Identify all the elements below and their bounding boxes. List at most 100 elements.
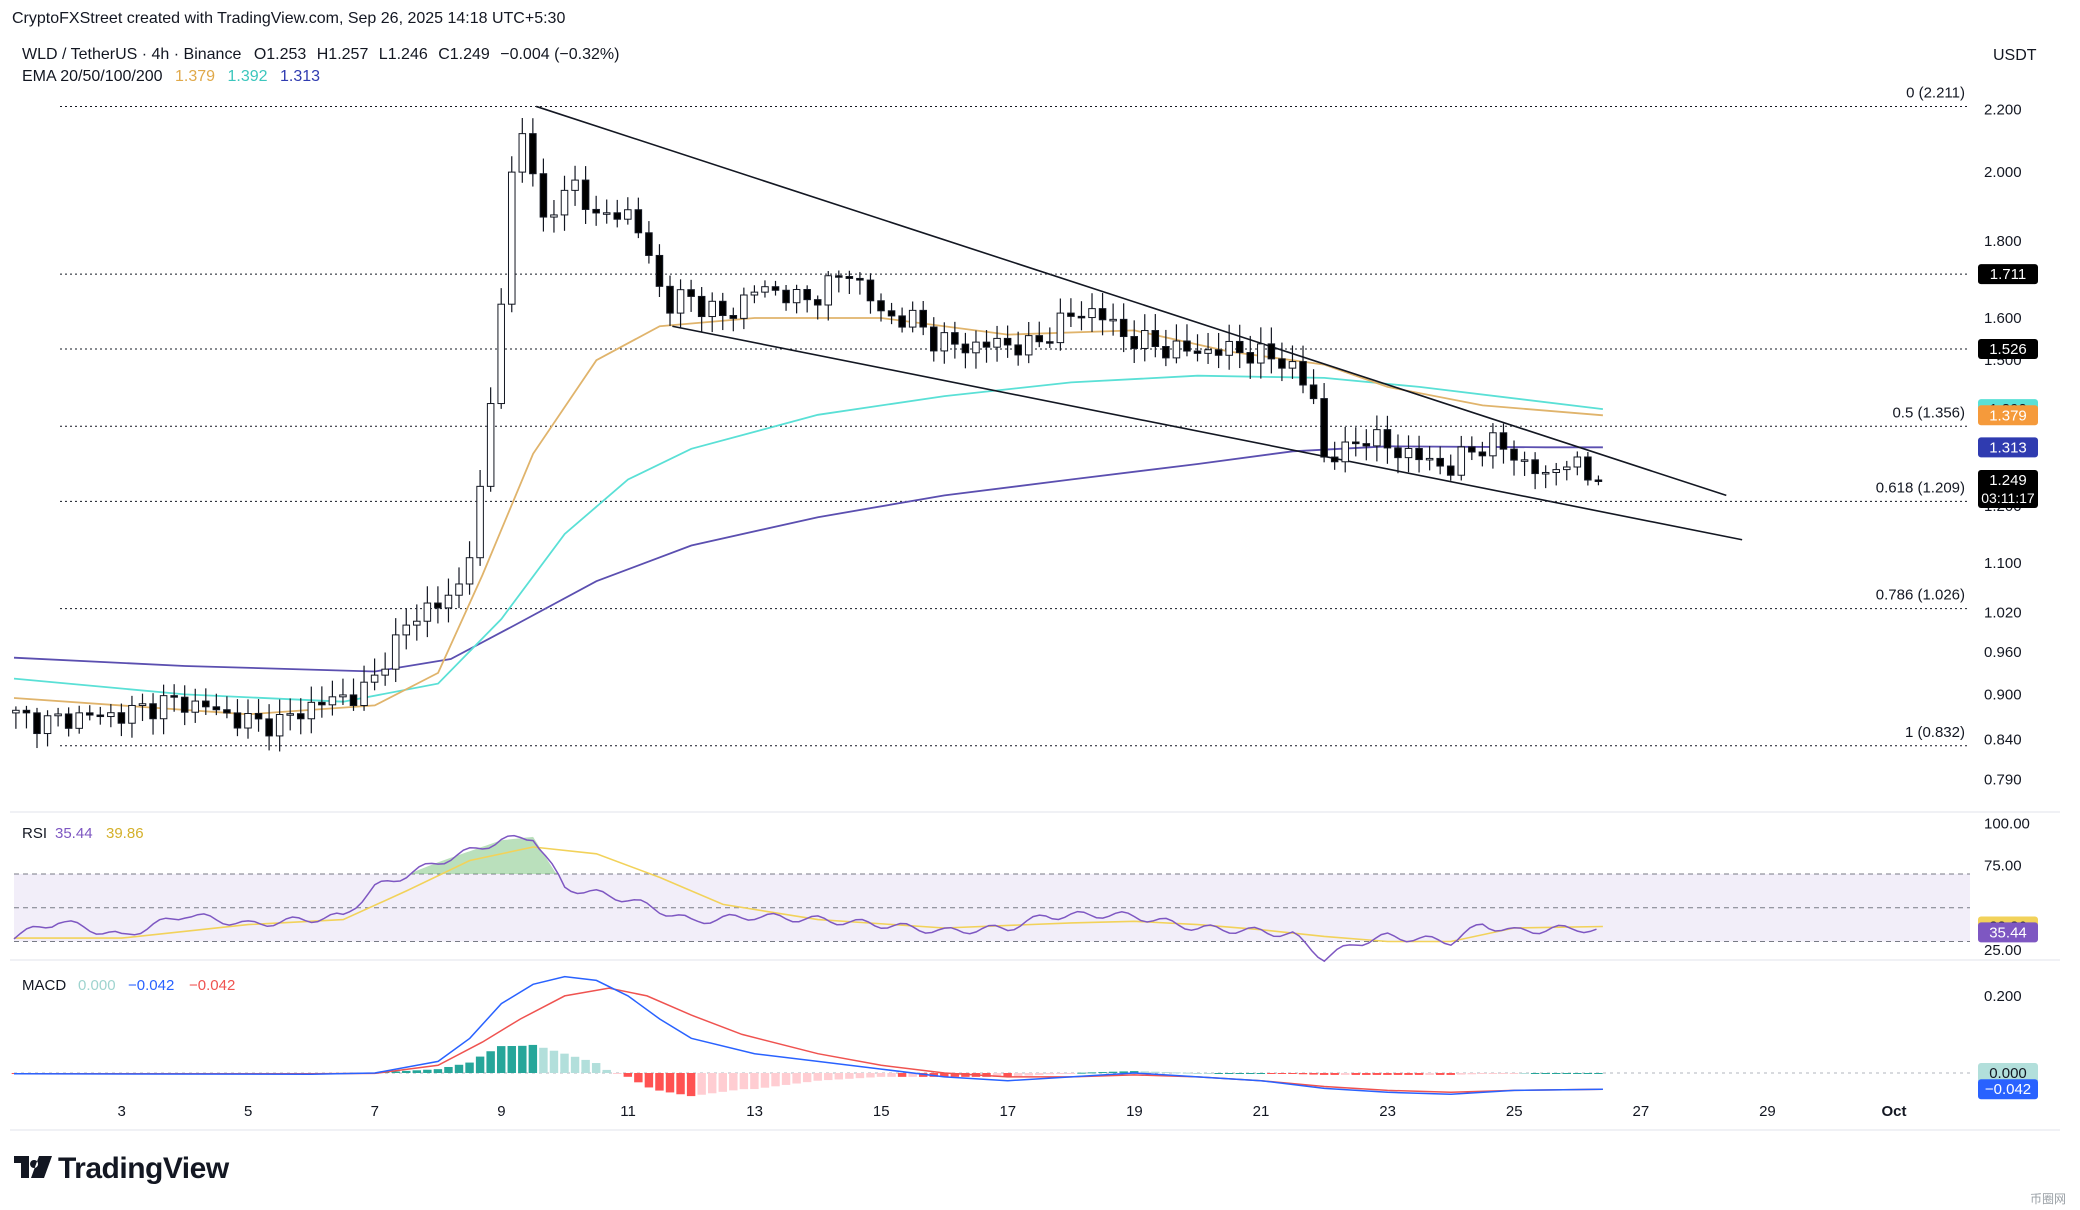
candle-down	[117, 712, 126, 724]
macd-histogram-bar	[813, 1073, 822, 1081]
candle-up	[761, 286, 769, 293]
candle-up	[550, 214, 558, 218]
candle-down	[1267, 343, 1276, 360]
rsi-badge-bg	[1978, 922, 2038, 943]
macd-histogram-bar	[1077, 1072, 1086, 1074]
candle-down	[1468, 446, 1476, 453]
macd-histogram-bar	[613, 1073, 622, 1074]
ema-legend: EMA 20/50/100/200 1.379 1.392 1.313	[22, 68, 320, 86]
fib-level-label: 1 (0.832)	[1905, 724, 1965, 741]
candle-down	[529, 133, 537, 175]
macd-histogram-bar	[1562, 1073, 1571, 1074]
macd-histogram-bar	[1024, 1073, 1033, 1076]
candle-down	[170, 695, 178, 698]
candle-down	[1130, 336, 1138, 349]
candle-down	[212, 706, 221, 711]
macd-histogram-bar	[1098, 1072, 1107, 1074]
price-badge-text: 1.711	[1990, 266, 2026, 283]
candle-down	[951, 332, 959, 345]
candle-up	[1541, 471, 1550, 475]
tradingview-logo[interactable]: TradingView	[14, 1152, 229, 1186]
macd-histogram-bar	[570, 1056, 580, 1073]
candle-down	[22, 709, 31, 714]
macd-histogram-bar	[1499, 1073, 1508, 1074]
candle-up	[940, 332, 949, 352]
fib-level-label: 0.618 (1.209)	[1876, 479, 1965, 496]
candle-down	[697, 295, 706, 318]
candle-down	[655, 254, 664, 287]
candle-down	[1299, 361, 1307, 386]
candle-up	[307, 701, 316, 720]
candle-down	[1394, 447, 1402, 459]
macd-histogram-bar	[1035, 1073, 1044, 1075]
candle-up	[908, 309, 917, 328]
candle-up	[1552, 469, 1560, 473]
candle-down	[64, 713, 73, 729]
macd-histogram-bar	[1182, 1072, 1192, 1074]
ohlc-change: −0.004 (−0.32%)	[500, 46, 620, 63]
symbol-name[interactable]: WLD / TetherUS · 4h · Binance	[22, 46, 242, 63]
candle-up	[12, 709, 20, 714]
candle-up	[370, 674, 379, 683]
macd-histogram-bar	[423, 1069, 432, 1073]
rsi-band-fill	[14, 874, 1970, 942]
candle-down	[33, 712, 41, 735]
macd-histogram-bar	[1235, 1073, 1244, 1074]
macd-histogram-bar	[1066, 1073, 1076, 1074]
macd-histogram-bar	[802, 1073, 812, 1083]
candle-up	[381, 668, 389, 676]
ema-label[interactable]: EMA 20/50/100/200	[22, 68, 163, 85]
candle-up	[1257, 343, 1265, 364]
currency-label[interactable]: USDT	[1993, 47, 2037, 64]
rsi-line	[13, 834, 1597, 963]
candle-down	[1309, 384, 1318, 400]
ema20-value: 1.379	[175, 68, 216, 85]
candle-up	[1520, 459, 1529, 462]
macd-histogram-bar	[1288, 1073, 1297, 1074]
candle-down	[1499, 432, 1508, 450]
macd-histogram-bar	[992, 1073, 1002, 1077]
macd-histogram-bar	[1224, 1073, 1234, 1074]
candle-up	[1457, 446, 1466, 476]
rsi-ma-line	[14, 846, 1603, 943]
candle-down	[782, 289, 790, 304]
candle-down	[1077, 315, 1086, 319]
macd-title: MACD	[22, 977, 66, 994]
symbol-legend: WLD / TetherUS · 4h · Binance O1.253 H1.…	[22, 46, 619, 64]
candle-down	[1035, 335, 1044, 343]
candle-up	[497, 303, 505, 405]
candle-down	[835, 275, 843, 278]
candle-down	[1067, 312, 1075, 317]
candle-up	[423, 602, 432, 622]
macd-histogram-bar	[950, 1073, 960, 1077]
candle-down	[813, 299, 822, 306]
macd-histogram-bar	[1446, 1073, 1455, 1075]
candle-down	[233, 712, 242, 729]
candle-up	[792, 289, 801, 304]
candle-up	[244, 713, 252, 729]
candle-down	[1351, 441, 1360, 445]
candle-down	[1584, 456, 1592, 481]
candle-up	[1109, 318, 1117, 322]
price-axis-tick-label: 0.960	[1984, 644, 2022, 661]
macd-histogram-bar	[1161, 1072, 1171, 1074]
candle-down	[1415, 447, 1423, 461]
macd-badge-bg	[1978, 1063, 2038, 1083]
candle-down	[877, 300, 885, 312]
price-badge-countdown: 03:11:17	[1981, 490, 2035, 506]
macd-histogram-bar	[644, 1073, 654, 1088]
macd-histogram-bar	[697, 1073, 706, 1095]
candle-up	[328, 696, 337, 706]
time-axis-tick-label: 25	[1506, 1103, 1523, 1120]
time-axis-tick-label: 3	[117, 1103, 125, 1120]
candle-down	[1594, 479, 1603, 482]
price-badge-bg	[1978, 470, 2038, 509]
ohlc-high: H1.257	[316, 46, 369, 63]
candle-down	[1014, 344, 1022, 356]
rsi-value: 35.44	[55, 825, 93, 842]
macd-histogram-bar	[1193, 1072, 1202, 1074]
candle-up	[476, 485, 484, 559]
candle-down	[666, 285, 674, 314]
